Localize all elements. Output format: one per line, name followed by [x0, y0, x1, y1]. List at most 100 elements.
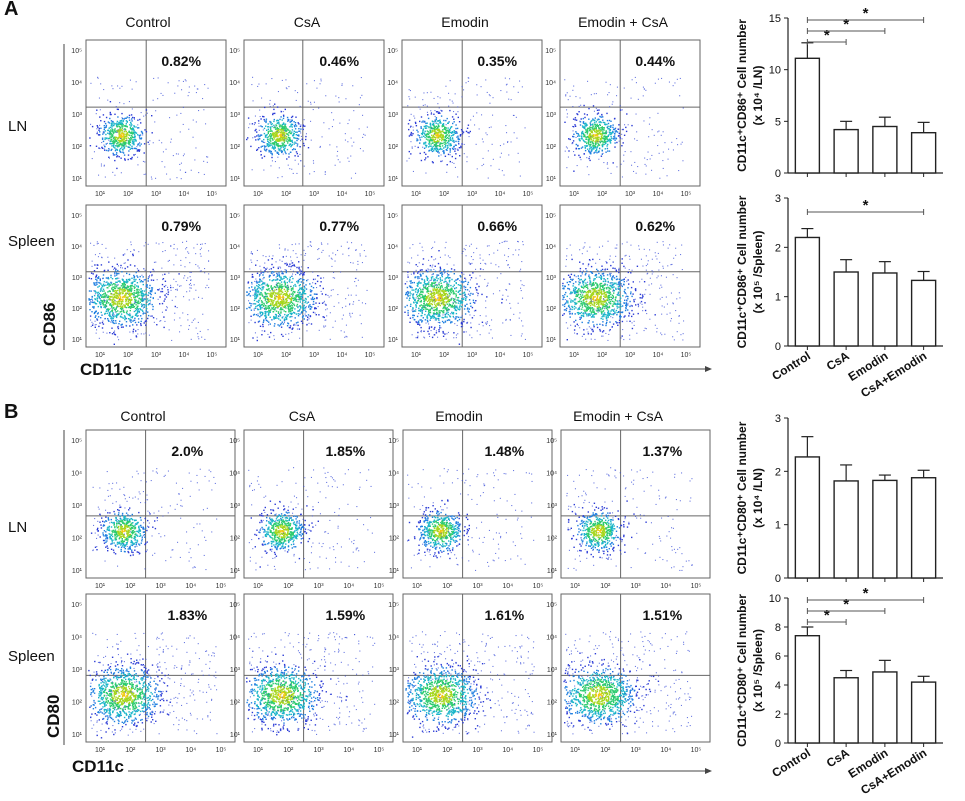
event-dot [103, 125, 105, 127]
event-dot [109, 283, 111, 285]
event-dot [116, 120, 119, 123]
event-dot [291, 309, 293, 312]
event-dot [297, 291, 299, 293]
event-dot [284, 129, 286, 131]
event-dot [277, 145, 279, 148]
event-dot [301, 271, 303, 273]
event-dot [160, 320, 162, 322]
event-dot [167, 289, 169, 291]
event-dot [91, 324, 94, 326]
event-dot [596, 130, 599, 133]
event-dot [90, 272, 93, 274]
event-dot [123, 288, 126, 290]
event-dot [284, 123, 287, 125]
event-dot [272, 288, 274, 290]
event-dot [298, 298, 300, 301]
event-dot [164, 273, 166, 275]
event-dot [273, 335, 275, 337]
event-dot [436, 139, 439, 142]
event-dot [447, 132, 450, 134]
event-dot [366, 126, 368, 128]
event-dot [297, 138, 300, 140]
event-dot [261, 271, 263, 273]
event-dot [583, 126, 585, 128]
event-dot [292, 277, 294, 280]
event-dot [133, 295, 135, 297]
event-dot [441, 138, 443, 140]
event-dot [277, 312, 280, 314]
event-dot [506, 83, 508, 85]
event-dot [500, 90, 502, 92]
event-dot [109, 101, 112, 103]
event-dot [610, 135, 612, 138]
y-tick-label: 10² [546, 144, 557, 151]
event-dot [414, 121, 417, 124]
event-dot [139, 281, 142, 283]
event-dot [443, 119, 445, 122]
event-dot [263, 132, 266, 135]
x-tick-label: 10⁴ [653, 191, 664, 198]
event-dot [112, 132, 115, 134]
event-dot [134, 296, 136, 299]
event-dot [97, 77, 99, 79]
event-dot [312, 109, 314, 111]
event-dot [131, 116, 134, 119]
event-dot [583, 127, 585, 129]
x-tick-label: 10³ [151, 352, 162, 359]
event-dot [91, 125, 94, 128]
event-dot [127, 281, 129, 283]
event-dot [279, 279, 282, 281]
event-dot [285, 132, 288, 135]
event-dot [263, 169, 265, 171]
event-dot [119, 150, 121, 152]
event-dot [325, 293, 327, 296]
event-dot [248, 287, 250, 289]
event-dot [587, 141, 589, 144]
event-dot [305, 300, 307, 302]
event-dot [565, 146, 567, 148]
event-dot [151, 275, 153, 277]
event-dot [281, 290, 283, 292]
event-dot [109, 113, 112, 116]
event-dot [140, 293, 143, 295]
event-dot [448, 131, 450, 133]
event-dot [589, 145, 591, 147]
event-dot [264, 292, 267, 294]
event-dot [289, 276, 291, 279]
event-dot [258, 134, 260, 136]
event-dot [274, 126, 276, 129]
event-dot [96, 318, 98, 320]
event-dot [134, 299, 136, 301]
event-dot [454, 150, 456, 152]
event-dot [270, 304, 272, 307]
event-dot [161, 267, 163, 269]
event-dot [116, 314, 119, 316]
event-dot [283, 138, 285, 141]
event-dot [581, 132, 583, 134]
event-dot [365, 255, 367, 257]
event-dot [451, 138, 454, 140]
event-dot [111, 148, 113, 151]
event-dot [281, 321, 283, 323]
event-dot [289, 310, 291, 312]
event-dot [290, 119, 292, 121]
event-dots [406, 77, 526, 179]
event-dot [267, 143, 269, 145]
event-dot [274, 161, 276, 163]
event-dot [108, 320, 110, 322]
event-dot [291, 264, 294, 267]
event-dot [325, 95, 327, 97]
event-dot [269, 144, 271, 146]
event-dot [264, 315, 266, 317]
event-dot [355, 249, 357, 251]
event-dot [132, 254, 134, 257]
event-dot [276, 131, 278, 133]
event-dot [276, 282, 278, 284]
event-dot [442, 138, 445, 140]
event-dot [272, 139, 274, 141]
event-dot [660, 134, 662, 136]
event-dot [254, 293, 257, 296]
event-dot [254, 286, 256, 288]
event-dot [125, 278, 128, 281]
event-dot [107, 99, 109, 101]
